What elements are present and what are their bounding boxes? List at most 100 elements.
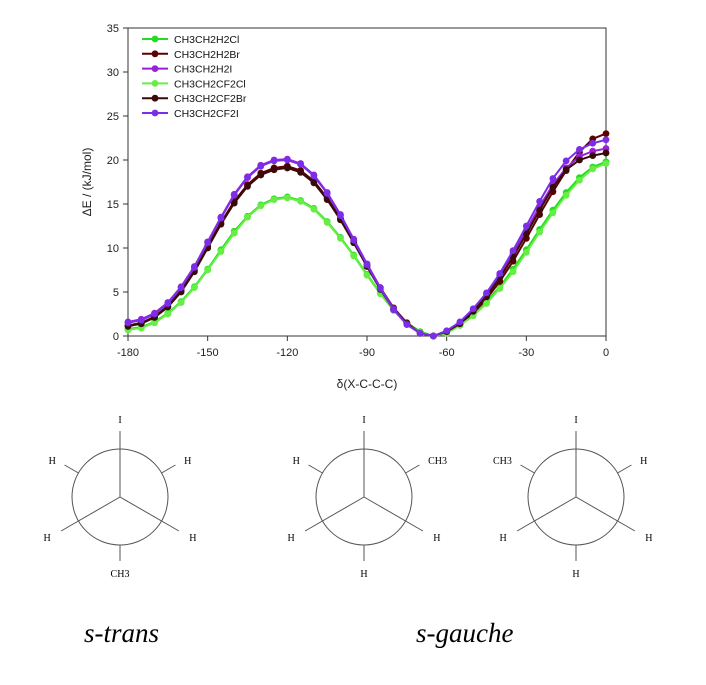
data-point bbox=[350, 236, 358, 244]
legend-label: CH3CH2CF2Cl bbox=[174, 78, 246, 90]
series-line bbox=[127, 151, 607, 338]
data-point bbox=[230, 229, 238, 237]
back-upper-right-atom: CH3 bbox=[428, 456, 447, 467]
legend-label: CH3CH2H2I bbox=[174, 64, 232, 76]
data-point bbox=[204, 239, 212, 247]
series-ch3ch2cf2i bbox=[124, 136, 610, 340]
back-upper-right-bond bbox=[161, 464, 176, 474]
newman-projections: I H H H H CH3 I H H H CH3 H I H H CH3 H H bbox=[43, 415, 652, 580]
front-lower-right-atom: H bbox=[645, 533, 652, 544]
legend-marker bbox=[151, 94, 159, 102]
back-bottom-atom: H bbox=[360, 569, 367, 580]
data-point bbox=[443, 327, 451, 335]
y-tick-label: 10 bbox=[107, 243, 119, 255]
legend: CH3CH2H2Cl CH3CH2H2Br CH3CH2H2I CH3CH2CF2Cl… bbox=[138, 31, 288, 123]
back-upper-left-atom: H bbox=[293, 456, 300, 467]
series-line bbox=[127, 160, 607, 338]
data-point bbox=[217, 214, 225, 222]
y-tick-label: 5 bbox=[113, 287, 119, 299]
y-axis-title: ΔE / (kJ/mol) bbox=[80, 148, 94, 217]
data-point bbox=[522, 222, 530, 230]
data-point bbox=[204, 266, 212, 274]
data-point bbox=[244, 183, 251, 190]
x-tick-label: -30 bbox=[518, 347, 534, 359]
data-point bbox=[297, 161, 305, 168]
data-point bbox=[376, 285, 384, 292]
x-tick-label: -60 bbox=[439, 347, 455, 359]
data-point bbox=[230, 199, 238, 207]
y-tick-label: 35 bbox=[107, 23, 119, 35]
data-point bbox=[137, 316, 145, 324]
data-point bbox=[124, 319, 132, 327]
legend-label: CH3CH2CF2Br bbox=[174, 93, 247, 105]
data-point bbox=[323, 190, 331, 197]
data-point bbox=[164, 310, 172, 318]
data-point bbox=[549, 183, 557, 191]
legend-marker bbox=[151, 35, 159, 43]
data-point bbox=[602, 160, 610, 167]
legend-item: CH3CH2H2I bbox=[142, 64, 232, 76]
data-point bbox=[549, 175, 557, 182]
data-point bbox=[244, 213, 251, 221]
back-upper-right-bond bbox=[617, 464, 632, 474]
data-point bbox=[390, 306, 397, 313]
front-top-atom: I bbox=[574, 415, 577, 426]
data-point bbox=[416, 329, 424, 337]
legend-background bbox=[138, 31, 288, 123]
data-point bbox=[244, 174, 251, 182]
series-line bbox=[127, 162, 607, 338]
data-point bbox=[257, 162, 265, 170]
series-ch3ch2h2cl bbox=[124, 158, 610, 340]
data-point bbox=[257, 171, 265, 179]
data-point bbox=[230, 191, 238, 199]
data-point bbox=[602, 130, 610, 138]
data-point bbox=[496, 270, 504, 277]
legend-item: CH3CH2CF2Br bbox=[142, 93, 247, 105]
caption-s-trans: s-trans bbox=[84, 618, 160, 648]
data-point bbox=[589, 152, 597, 160]
front-lower-left-bond bbox=[60, 496, 121, 532]
legend-item: CH3CH2H2Cl bbox=[142, 34, 239, 46]
y-tick-label: 30 bbox=[107, 67, 119, 79]
front-lower-right-atom: H bbox=[433, 533, 440, 544]
energy-profile-chart: -180 -150 -120 -90 -60 -30 0 0 5 10 15 20 25 30 35 CH3… bbox=[80, 23, 610, 391]
data-point bbox=[522, 249, 530, 256]
data-point bbox=[536, 206, 544, 214]
series-line bbox=[127, 132, 607, 338]
y-tick-label: 15 bbox=[107, 199, 119, 211]
data-point bbox=[270, 166, 278, 174]
data-point bbox=[403, 321, 411, 328]
x-tick-label: 0 bbox=[603, 347, 609, 359]
x-tick-label: -120 bbox=[276, 347, 298, 359]
y-tick-label: 25 bbox=[107, 111, 119, 123]
front-top-atom: I bbox=[362, 415, 365, 426]
data-point bbox=[190, 284, 198, 291]
legend-label: CH3CH2H2Br bbox=[174, 49, 240, 61]
legend-label: CH3CH2CF2I bbox=[174, 108, 239, 120]
front-lower-left-atom: H bbox=[43, 533, 50, 544]
front-lower-left-bond bbox=[516, 496, 577, 532]
legend-marker bbox=[151, 65, 159, 72]
data-point bbox=[177, 284, 185, 291]
data-point bbox=[602, 149, 610, 157]
data-point bbox=[310, 172, 318, 180]
data-point bbox=[217, 248, 225, 255]
back-upper-right-bond bbox=[405, 464, 420, 474]
data-point bbox=[190, 263, 198, 271]
legend-marker bbox=[151, 50, 159, 58]
data-point bbox=[536, 228, 544, 236]
back-upper-right-atom: H bbox=[184, 456, 191, 467]
front-lower-left-bond bbox=[304, 496, 365, 532]
data-point bbox=[562, 166, 570, 174]
data-point bbox=[350, 252, 358, 260]
data-point bbox=[509, 247, 517, 255]
front-lower-left-atom: H bbox=[499, 533, 506, 544]
back-upper-right-atom: H bbox=[640, 456, 647, 467]
data-point bbox=[522, 230, 530, 238]
back-bottom-atom: CH3 bbox=[111, 569, 130, 580]
legend-item: CH3CH2CF2I bbox=[142, 108, 239, 120]
data-point bbox=[496, 285, 504, 292]
data-point bbox=[151, 310, 158, 318]
back-upper-left-atom: H bbox=[49, 456, 56, 467]
data-point bbox=[549, 209, 557, 217]
